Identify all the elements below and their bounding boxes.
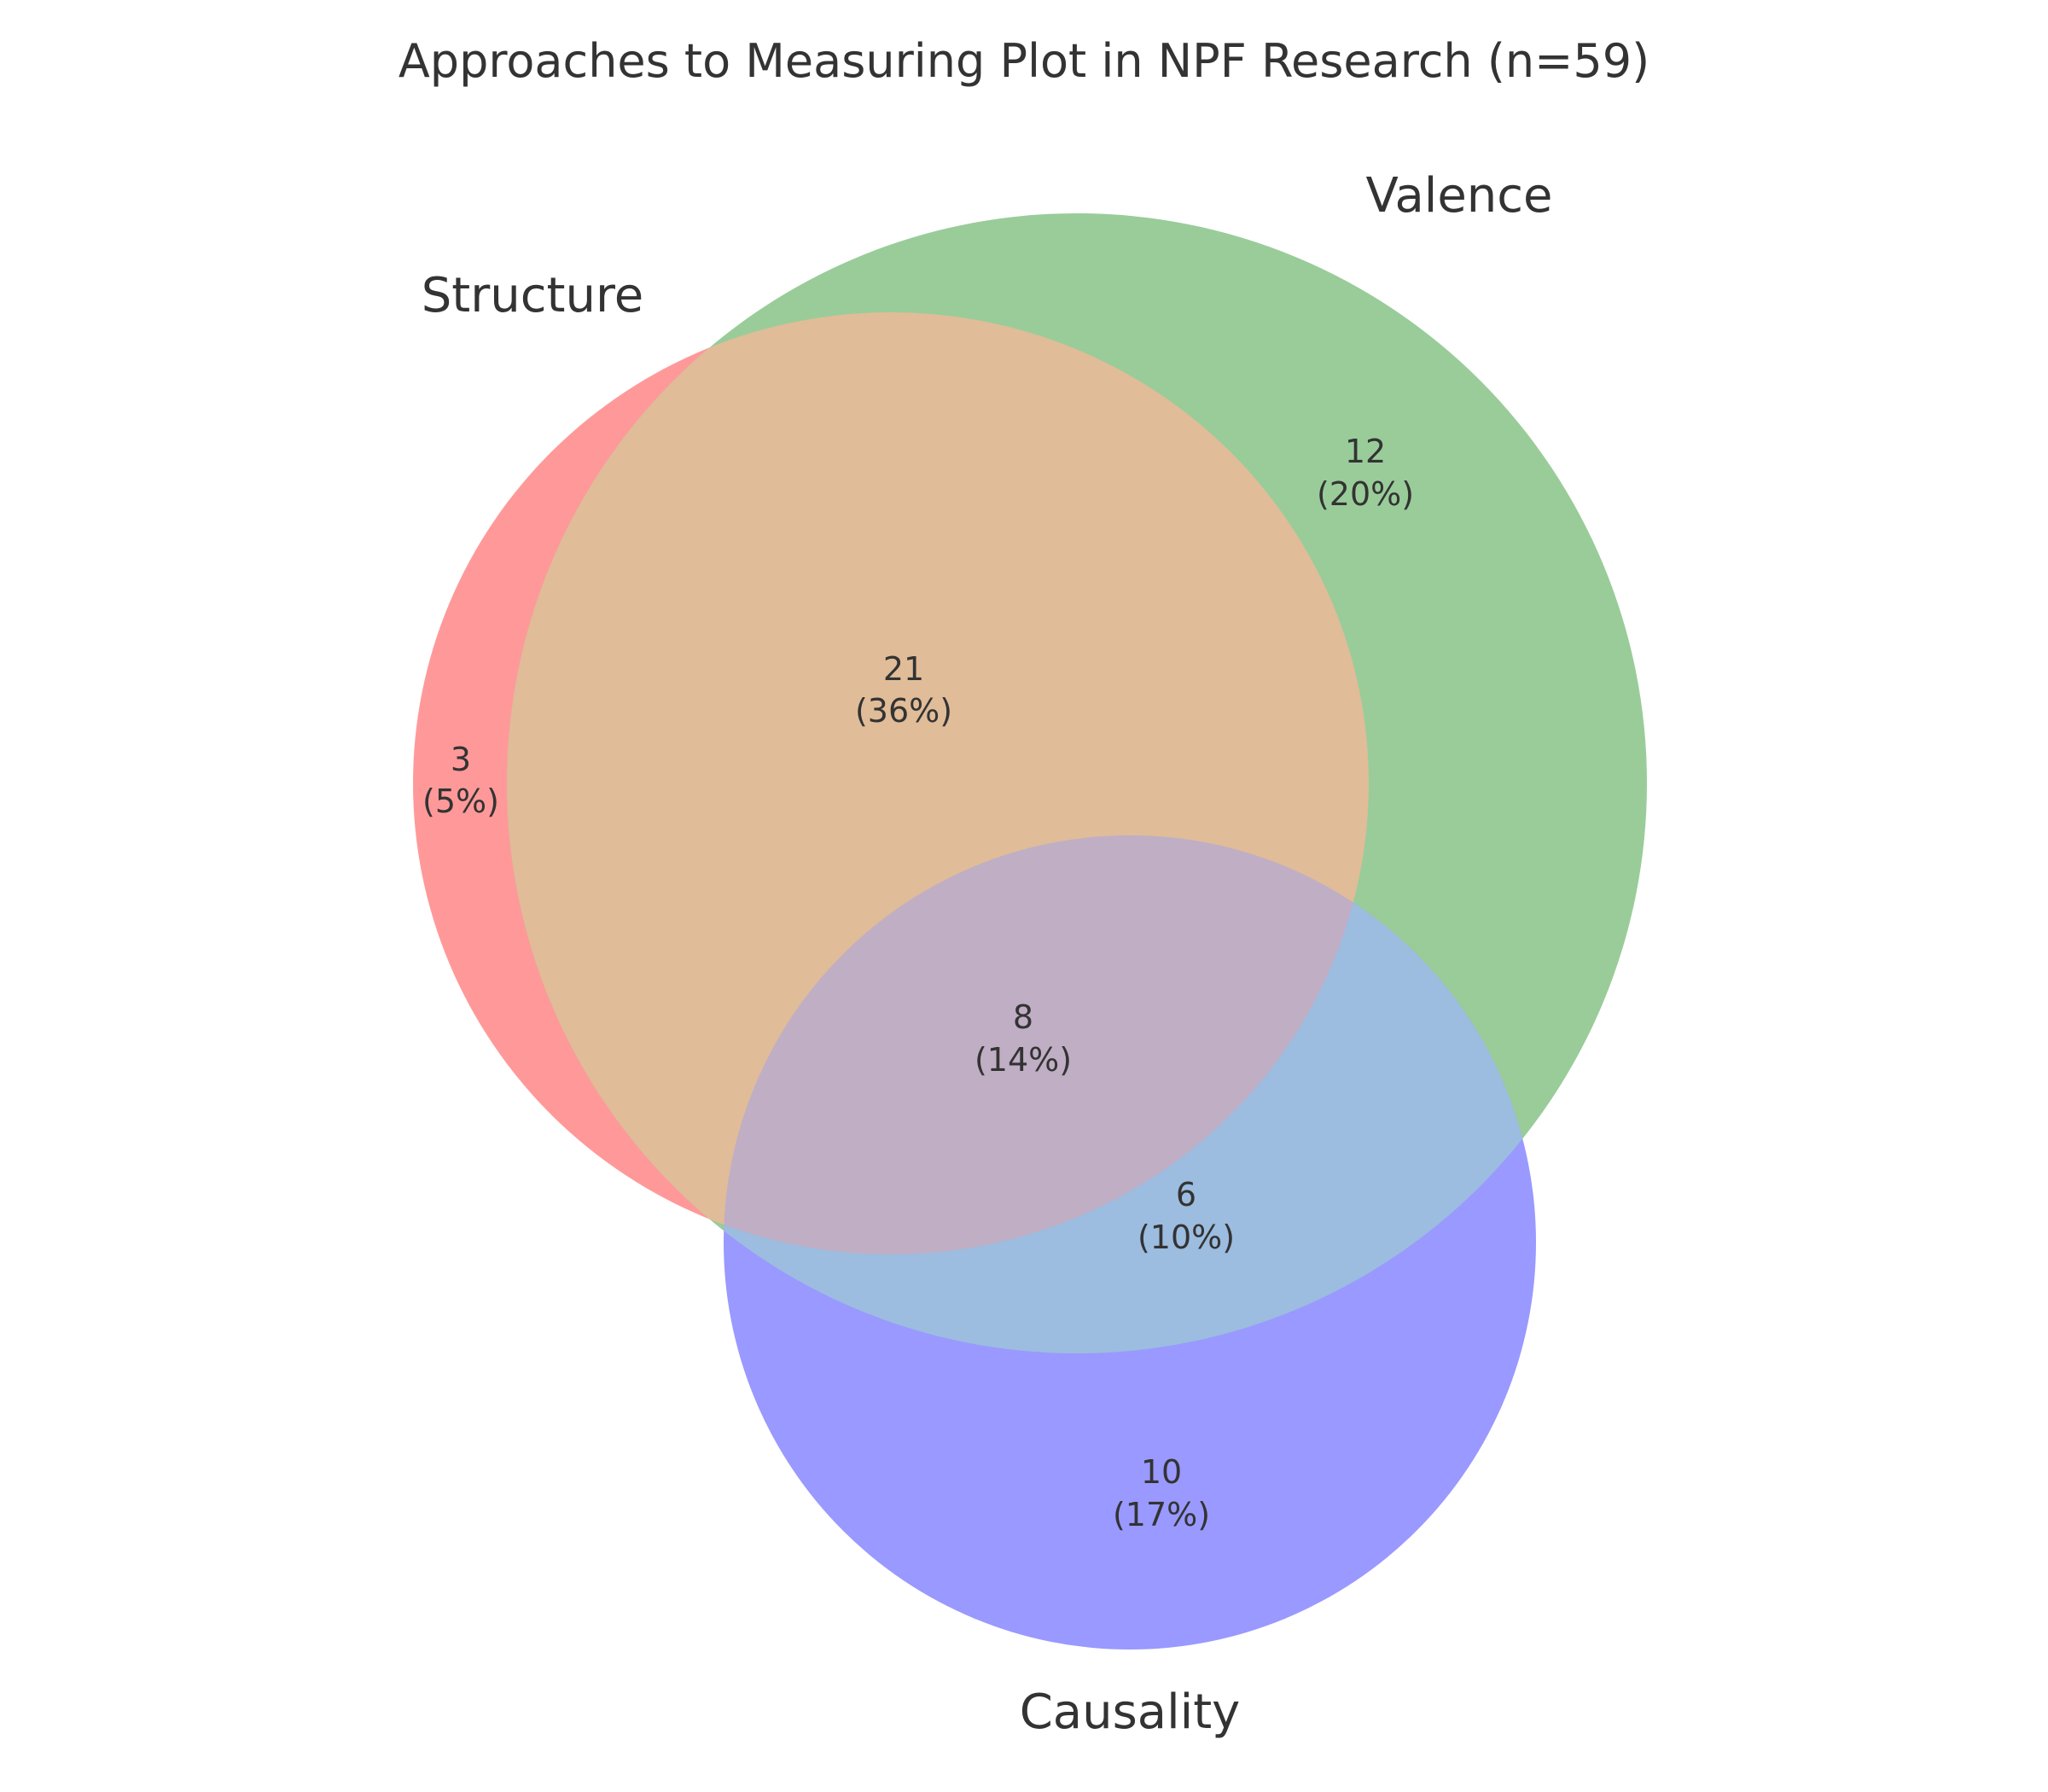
causality-set-label: Causality	[1020, 1684, 1241, 1740]
structure-only-percent: (5%)	[422, 783, 499, 820]
all-three-percent: (14%)	[975, 1041, 1072, 1079]
diagram-title: Approaches to Measuring Plot in NPF Rese…	[399, 34, 1649, 88]
structure-set-label: Structure	[422, 268, 644, 323]
valence-only-label: 12 (20%)	[1317, 433, 1414, 513]
structure-valence-count: 21	[883, 650, 924, 688]
valence-set-label: Valence	[1365, 168, 1552, 224]
all-three-count: 8	[1013, 998, 1033, 1036]
valence-causality-label: 6 (10%)	[1137, 1176, 1235, 1256]
causality-only-percent: (17%)	[1113, 1496, 1210, 1533]
valence-causality-percent: (10%)	[1137, 1219, 1235, 1256]
all-three-label: 8 (14%)	[975, 998, 1072, 1079]
valence-only-percent: (20%)	[1317, 475, 1414, 513]
structure-only-label: 3 (5%)	[422, 741, 499, 820]
structure-valence-label: 21 (36%)	[855, 650, 952, 730]
causality-only-count: 10	[1141, 1453, 1182, 1491]
structure-valence-percent: (36%)	[855, 692, 952, 730]
structure-only-count: 3	[451, 741, 471, 778]
causality-only-label: 10 (17%)	[1113, 1453, 1210, 1533]
valence-only-count: 12	[1345, 433, 1386, 470]
valence-causality-count: 6	[1176, 1176, 1196, 1213]
